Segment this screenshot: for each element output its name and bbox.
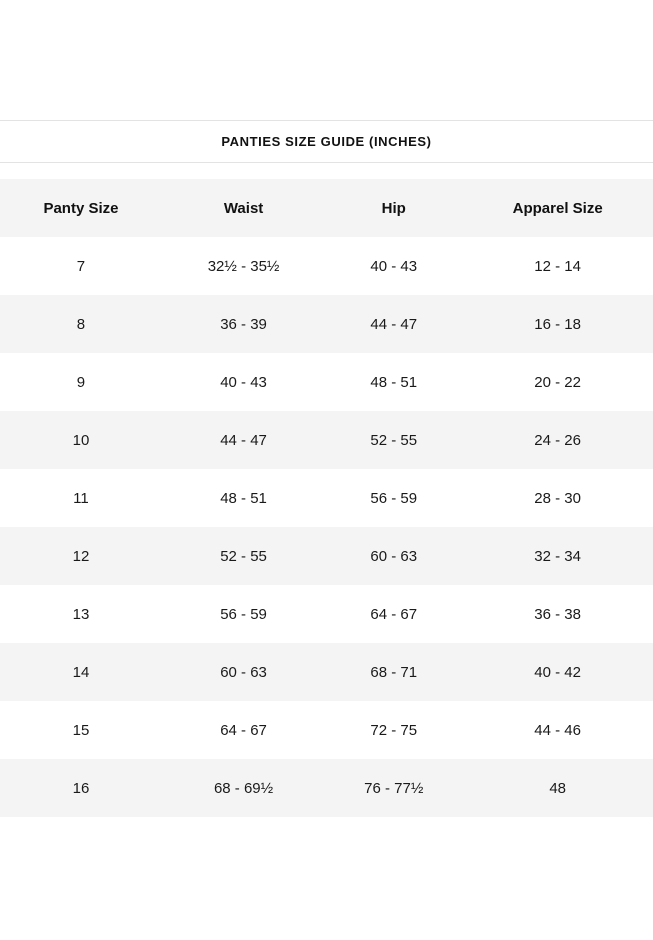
cell-waist: 40 - 43 [161, 353, 326, 411]
cell-panty-size: 10 [0, 411, 162, 469]
cell-panty-size: 15 [0, 701, 162, 759]
cell-waist: 68 - 69½ [161, 759, 326, 817]
table-row: 13 56 - 59 64 - 67 36 - 38 [0, 585, 653, 643]
cell-hip: 68 - 71 [325, 643, 463, 701]
cell-hip: 40 - 43 [325, 237, 463, 295]
cell-hip: 64 - 67 [325, 585, 463, 643]
cell-hip: 60 - 63 [325, 527, 463, 585]
cell-waist: 44 - 47 [161, 411, 326, 469]
table-row: 14 60 - 63 68 - 71 40 - 42 [0, 643, 653, 701]
table-row: 7 32½ - 35½ 40 - 43 12 - 14 [0, 237, 653, 295]
cell-hip: 44 - 47 [325, 295, 463, 353]
cell-panty-size: 8 [0, 295, 162, 353]
cell-waist: 52 - 55 [161, 527, 326, 585]
top-whitespace [0, 0, 653, 120]
cell-panty-size: 9 [0, 353, 162, 411]
cell-waist: 60 - 63 [161, 643, 326, 701]
cell-apparel-size: 32 - 34 [462, 527, 653, 585]
cell-panty-size: 11 [0, 469, 162, 527]
cell-waist: 48 - 51 [161, 469, 326, 527]
cell-panty-size: 13 [0, 585, 162, 643]
cell-apparel-size: 48 [462, 759, 653, 817]
table-row: 12 52 - 55 60 - 63 32 - 34 [0, 527, 653, 585]
table-row: 8 36 - 39 44 - 47 16 - 18 [0, 295, 653, 353]
size-guide-title: PANTIES SIZE GUIDE (INCHES) [221, 134, 432, 149]
column-header-apparel-size: Apparel Size [462, 179, 653, 237]
cell-apparel-size: 44 - 46 [462, 701, 653, 759]
table-row: 11 48 - 51 56 - 59 28 - 30 [0, 469, 653, 527]
cell-waist: 32½ - 35½ [161, 237, 326, 295]
cell-waist: 64 - 67 [161, 701, 326, 759]
cell-hip: 56 - 59 [325, 469, 463, 527]
panties-size-table: Panty Size Waist Hip Apparel Size 7 32½ … [0, 179, 653, 817]
column-header-waist: Waist [161, 179, 326, 237]
cell-apparel-size: 20 - 22 [462, 353, 653, 411]
cell-apparel-size: 40 - 42 [462, 643, 653, 701]
column-header-hip: Hip [325, 179, 463, 237]
cell-apparel-size: 24 - 26 [462, 411, 653, 469]
cell-apparel-size: 12 - 14 [462, 237, 653, 295]
title-table-gap [0, 163, 653, 179]
table-row: 10 44 - 47 52 - 55 24 - 26 [0, 411, 653, 469]
cell-waist: 56 - 59 [161, 585, 326, 643]
cell-apparel-size: 28 - 30 [462, 469, 653, 527]
cell-apparel-size: 36 - 38 [462, 585, 653, 643]
cell-apparel-size: 16 - 18 [462, 295, 653, 353]
cell-waist: 36 - 39 [161, 295, 326, 353]
cell-panty-size: 16 [0, 759, 162, 817]
size-guide-title-band: PANTIES SIZE GUIDE (INCHES) [0, 120, 653, 163]
table-row: 9 40 - 43 48 - 51 20 - 22 [0, 353, 653, 411]
table-header-row: Panty Size Waist Hip Apparel Size [0, 179, 653, 237]
column-header-panty-size: Panty Size [0, 179, 162, 237]
cell-panty-size: 7 [0, 237, 162, 295]
cell-panty-size: 12 [0, 527, 162, 585]
cell-hip: 52 - 55 [325, 411, 463, 469]
table-row: 16 68 - 69½ 76 - 77½ 48 [0, 759, 653, 817]
cell-hip: 72 - 75 [325, 701, 463, 759]
cell-panty-size: 14 [0, 643, 162, 701]
cell-hip: 76 - 77½ [325, 759, 463, 817]
table-row: 15 64 - 67 72 - 75 44 - 46 [0, 701, 653, 759]
cell-hip: 48 - 51 [325, 353, 463, 411]
